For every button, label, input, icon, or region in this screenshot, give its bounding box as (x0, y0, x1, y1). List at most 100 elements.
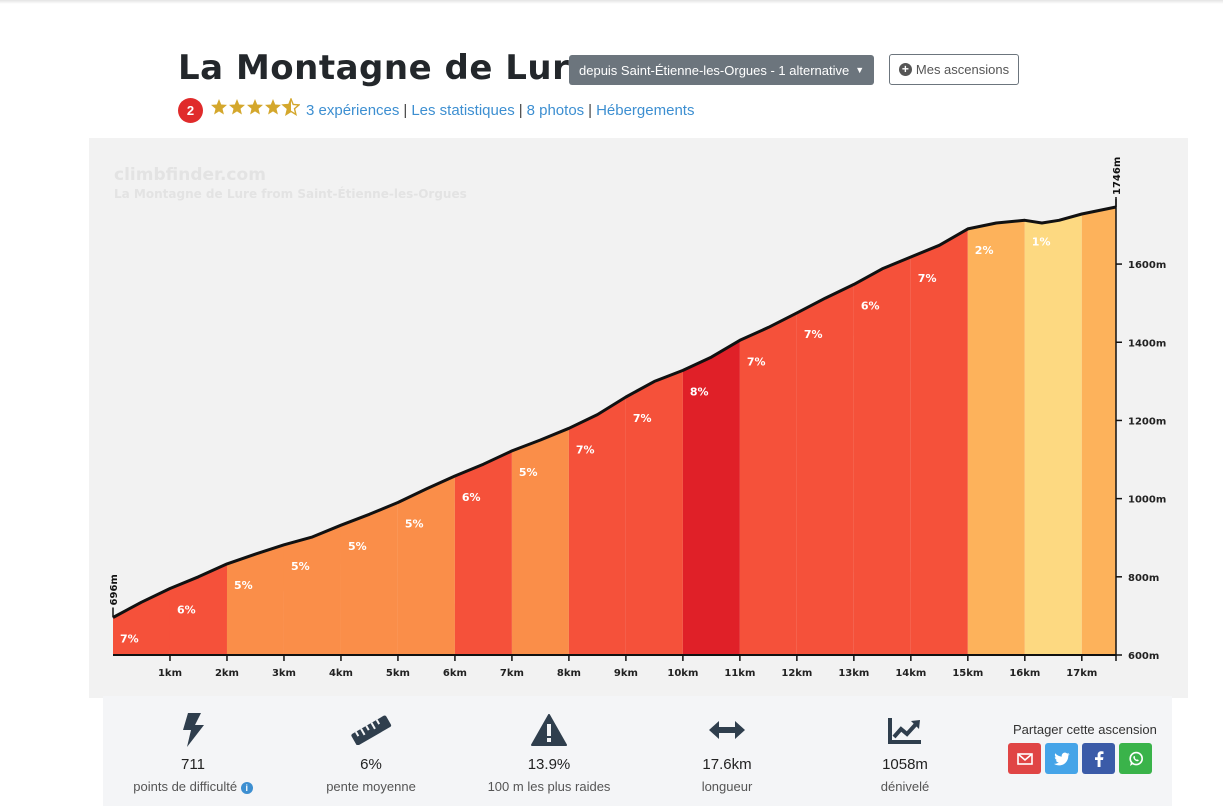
grade-label: 7% (747, 355, 766, 368)
x-tick-label: 12km (781, 668, 812, 679)
grade-segment-7 (454, 450, 512, 655)
length-value: 17.6km (702, 756, 752, 773)
x-tick-label: 3km (272, 668, 296, 679)
twitter-share-button[interactable] (1045, 743, 1078, 774)
grade-segment-4 (283, 525, 341, 655)
bolt-icon (103, 710, 283, 750)
steepest-label: 100 m les plus raides (487, 779, 611, 794)
grade-segment-3 (226, 544, 284, 655)
x-tick-label: 6km (443, 668, 467, 679)
facebook-share-button[interactable] (1082, 743, 1115, 774)
grade-label: 8% (690, 385, 709, 398)
stat-difficulty: 711 points de difficulté i (103, 696, 283, 794)
grade-segment-16 (967, 220, 1025, 656)
grade-segment-9 (568, 397, 626, 655)
facebook-icon (1094, 750, 1103, 767)
statistics-link[interactable]: Les statistiques (411, 101, 515, 119)
grade-segment-14 (853, 257, 911, 655)
watermark-caption: La Montagne de Lure from Saint-Étienne-l… (114, 186, 467, 201)
grade-label: 1% (1032, 235, 1051, 248)
grade-segment-15 (910, 228, 968, 655)
grade-segment-2 (169, 563, 227, 655)
x-tick-label: 5km (386, 668, 410, 679)
grade-label: 2% (975, 244, 994, 257)
stats-panel: 711 points de difficulté i 6% pente moye… (103, 696, 1172, 806)
page-title: La Montagne de Lure (178, 48, 593, 88)
start-elevation-label: 696m (109, 574, 120, 605)
avg-grade-value: 6% (360, 756, 382, 773)
separator: | (588, 101, 593, 119)
star-rating-icon (211, 97, 301, 117)
accommodation-link[interactable]: Hébergements (596, 101, 695, 119)
route-select-dropdown[interactable]: depuis Saint-Étienne-les-Orgues - 1 alte… (569, 55, 875, 85)
y-tick-label: 600m (1128, 651, 1159, 662)
x-tick-label: 16km (1009, 668, 1040, 679)
plus-circle-icon: + (898, 63, 912, 76)
x-tick-label: 11km (724, 668, 755, 679)
elevation-gain-value: 1058m (882, 756, 928, 773)
profile-line (112, 205, 1117, 619)
route-select-label: depuis Saint-Étienne-les-Orgues - 1 alte… (579, 62, 850, 78)
x-tick-label: 17km (1066, 668, 1097, 679)
length-label: longueur (701, 779, 753, 794)
title-row: La Montagne de Lure (178, 48, 593, 88)
grade-label: 7% (120, 633, 139, 646)
rank-badge: 2 (178, 97, 203, 123)
grade-segment-6 (397, 476, 455, 655)
y-tick-label: 800m (1128, 573, 1159, 584)
watermark-site: climbfinder.com (114, 165, 266, 185)
grade-segment-11 (682, 340, 740, 655)
x-tick-label: 4km (329, 668, 353, 679)
grade-label: 7% (918, 272, 937, 285)
x-tick-label: 1km (158, 668, 182, 679)
stat-avg-grade: 6% pente moyenne (281, 696, 461, 794)
grade-label: 6% (462, 491, 481, 504)
x-tick-label: 13km (838, 668, 869, 679)
grade-label: 6% (177, 604, 196, 617)
x-tick-label: 9km (614, 668, 638, 679)
email-share-button[interactable] (1008, 743, 1041, 774)
x-tick-label: 15km (952, 668, 983, 679)
x-tick-label: 2km (215, 668, 239, 679)
elevation-gain-label: dénivelé (880, 779, 930, 794)
avg-grade-label: pente moyenne (326, 779, 416, 794)
y-tick-label: 1000m (1128, 495, 1166, 506)
x-tick-label: 7km (500, 668, 524, 679)
x-tick-label: 14km (895, 668, 926, 679)
stat-elevation-gain: 1058m dénivelé (815, 696, 995, 794)
y-tick-label: 1400m (1128, 338, 1166, 349)
my-climbs-label: Mes ascensions (915, 62, 1010, 77)
profile-chart-panel: climbfinder.com La Montagne de Lure from… (89, 138, 1188, 698)
info-icon[interactable]: i (240, 781, 253, 794)
grade-segment-12 (739, 312, 797, 655)
share-section: Partager cette ascension (1008, 722, 1168, 774)
ruler-icon (281, 710, 461, 750)
grade-label: 6% (861, 299, 880, 312)
share-label: Partager cette ascension (1013, 722, 1157, 737)
steepest-value: 13.9% (527, 756, 571, 773)
twitter-icon (1053, 752, 1069, 765)
y-tick-label: 1600m (1128, 260, 1166, 271)
y-tick-label: 1200m (1128, 416, 1166, 427)
share-buttons (1008, 743, 1168, 774)
grade-label: 7% (576, 443, 595, 456)
my-climbs-button[interactable]: + Mes ascensions (889, 54, 1019, 85)
meta-row: 2 3 expériences | Les statistiques | 8 p… (178, 97, 694, 123)
experiences-link[interactable]: 3 expériences (306, 101, 400, 119)
grade-label: 5% (519, 466, 538, 479)
elevation-profile-chart: climbfinder.com La Montagne de Lure from… (109, 157, 1166, 679)
grade-label: 5% (348, 540, 367, 553)
top-shadow (0, 0, 1223, 4)
rating-stars (210, 97, 301, 122)
whatsapp-share-button[interactable] (1119, 743, 1152, 774)
caret-down-icon: ▼ (855, 65, 865, 75)
grade-segment-5 (340, 502, 398, 655)
grade-label: 7% (633, 412, 652, 425)
email-share-icon (1016, 752, 1033, 765)
x-tick-label: 8km (557, 668, 581, 679)
end-elevation-label: 1746m (1112, 157, 1123, 195)
difficulty-label: points de difficulté i (103, 779, 283, 794)
photos-link[interactable]: 8 photos (526, 101, 585, 119)
x-tick-label: 10km (667, 668, 698, 679)
grade-label: 7% (804, 328, 823, 341)
